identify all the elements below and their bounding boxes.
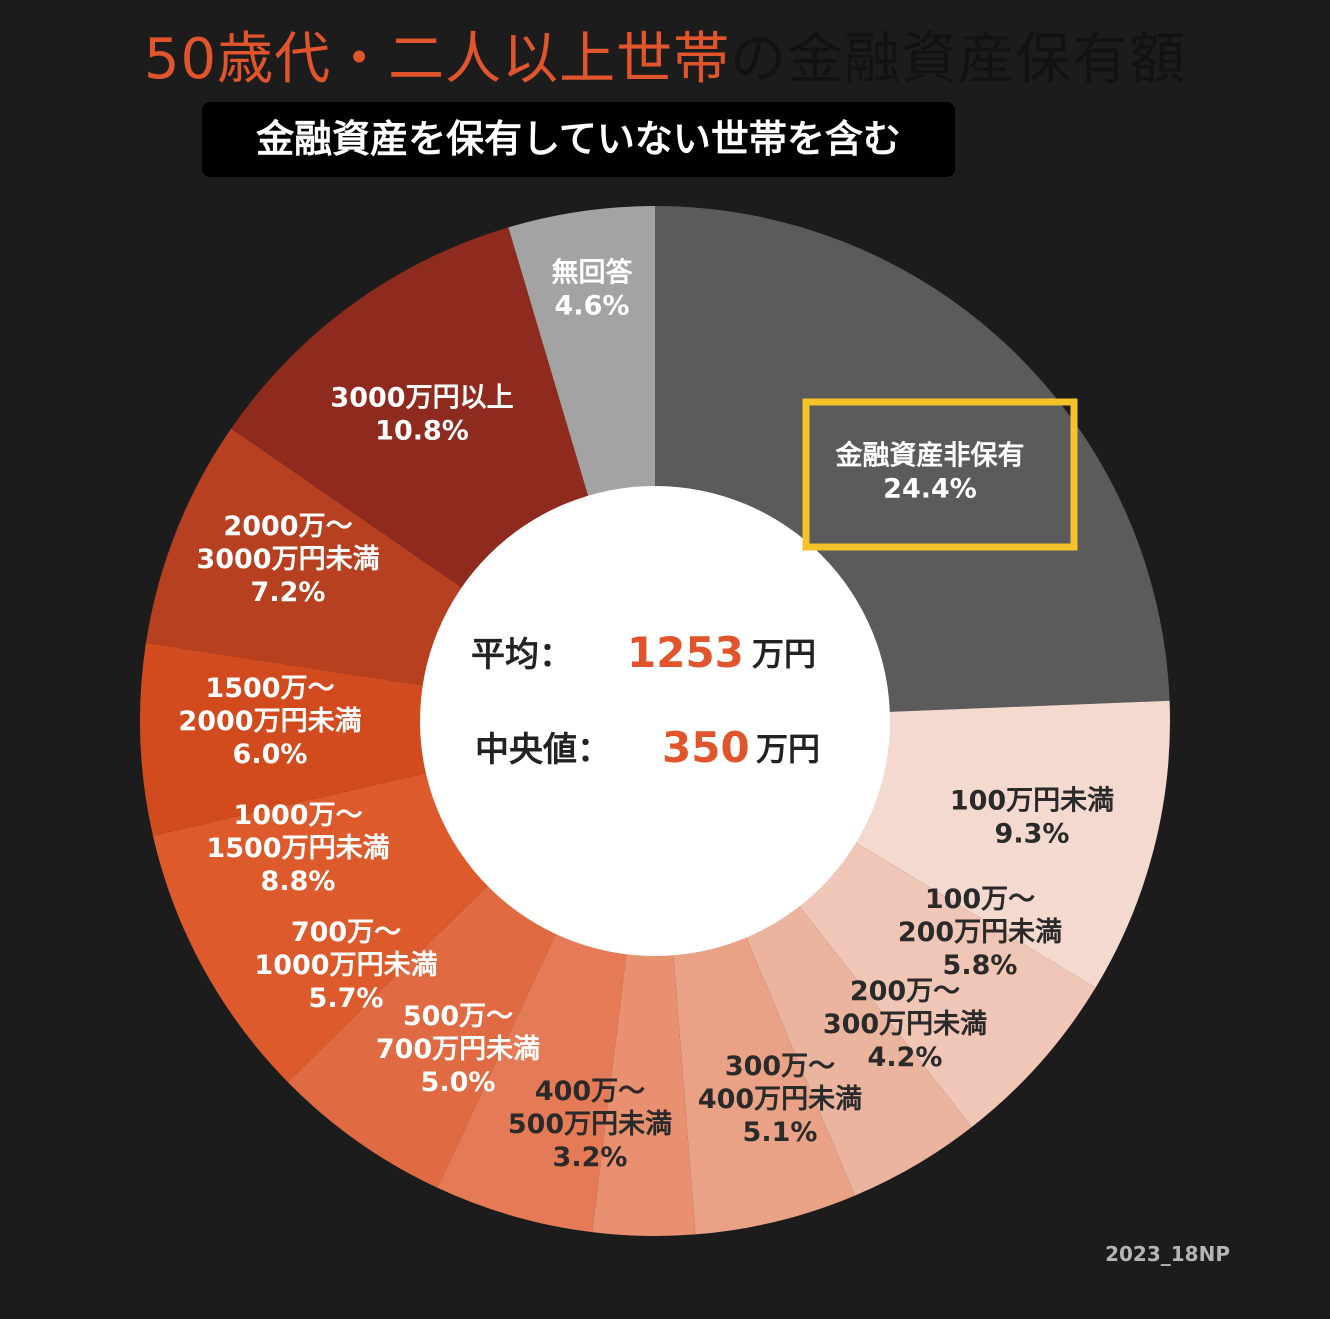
slice-category-label: 700万円未満 [376, 1034, 540, 1065]
slice-category-label: 1500万円未満 [206, 833, 389, 864]
mean-unit: 万円 [752, 635, 816, 673]
slice-category-label: 500万円未満 [508, 1109, 672, 1140]
slice-category-label: 400万～ [535, 1076, 645, 1107]
slice-category-label: 3000万円未満 [196, 544, 379, 575]
slice-percent-label: 9.3% [995, 819, 1070, 850]
slice-category-label: 無回答 [552, 257, 634, 289]
slice-percent-label: 5.0% [421, 1067, 496, 1098]
center-circle [420, 486, 890, 956]
slice-percent-label: 4.2% [868, 1042, 943, 1073]
chart-title: 50歳代・二人以上世帯の金融資産保有額 [0, 14, 1330, 95]
pie-slice [139, 642, 655, 836]
title-rest: の金融資産保有額 [730, 27, 1187, 92]
slice-percent-label: 7.2% [251, 577, 326, 608]
median-unit: 万円 [756, 730, 820, 768]
slice-category-label: 700万～ [291, 917, 401, 948]
slice-category-label: 金融資産非保有 [835, 440, 1025, 472]
median-value: 350 [662, 723, 750, 772]
slice-category-label: 1500万～ [205, 673, 334, 704]
slice-percent-label: 8.8% [261, 866, 336, 897]
pie-slice [592, 721, 696, 1237]
slice-percent-label: 5.7% [309, 983, 384, 1014]
slice-category-label: 2000万円未満 [178, 706, 361, 737]
slice-percent-label: 5.1% [743, 1117, 818, 1148]
slice-category-label: 400万円未満 [698, 1084, 862, 1115]
slice-category-label: 200万～ [850, 976, 960, 1007]
slice-percent-label: 6.0% [233, 739, 308, 770]
slice-category-label: 2000万～ [223, 511, 352, 542]
slice-percent-label: 5.8% [943, 950, 1018, 981]
slice-category-label: 300万円未満 [823, 1009, 987, 1040]
slice-percent-label: 4.6% [555, 291, 630, 322]
slice-category-label: 1000万～ [233, 800, 362, 831]
mean-label: 平均： [471, 635, 573, 675]
slice-percent-label: 10.8% [375, 416, 469, 447]
title-accent: 50歳代・二人以上世帯 [143, 27, 731, 92]
mean-value: 1253 [627, 628, 744, 677]
slice-labels: 金融資産非保有24.4%100万円未満9.3%100万～200万円未満5.8%2… [178, 257, 1114, 1174]
slice-category-label: 3000万円以上 [330, 383, 513, 414]
slice-category-label: 100万～ [925, 884, 1035, 915]
median-label: 中央値： [475, 730, 611, 770]
slice-category-label: 300万～ [725, 1051, 835, 1082]
slice-category-label: 200万円未満 [898, 917, 1062, 948]
slice-percent-label: 3.2% [553, 1142, 628, 1173]
slice-percent-label: 24.4% [883, 474, 977, 505]
slice-category-label: 100万円未満 [950, 786, 1114, 817]
source-code: 2023_18NP [1105, 1242, 1230, 1266]
chart-subtitle: 金融資産を保有していない世帯を含む [202, 102, 955, 177]
slice-category-label: 1000万円未満 [254, 950, 437, 981]
slice-category-label: 500万～ [403, 1001, 513, 1032]
highlight-box [802, 398, 1078, 551]
